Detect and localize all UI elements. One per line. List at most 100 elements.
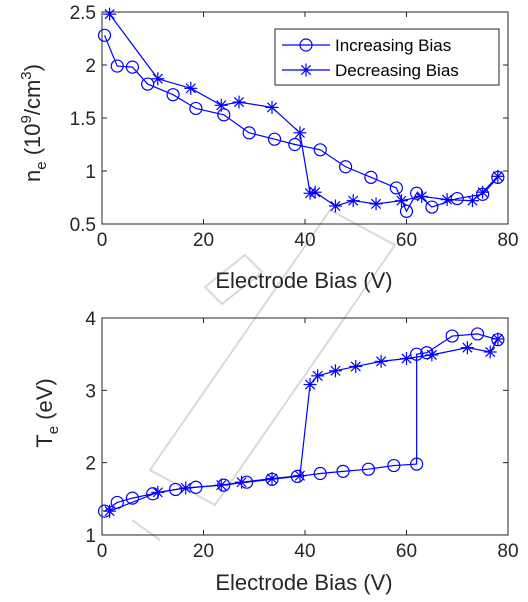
density-y-tick-label: 2: [85, 56, 96, 77]
density-point-decreasing: [476, 185, 490, 199]
temperature-point-increasing: [420, 346, 434, 360]
legend-marker-star: [299, 63, 313, 77]
density-point-decreasing: [265, 100, 279, 114]
legend: Increasing Bias Decreasing Bias: [274, 28, 500, 86]
density-point-decreasing: [151, 72, 165, 86]
temperature-point-increasing: [387, 458, 401, 473]
temperature-point-decreasing: [425, 348, 439, 362]
temperature-x-tick-label: 0: [97, 541, 108, 562]
temperature-x-tick-label: 80: [497, 541, 518, 562]
density-x-tick-label: 40: [294, 230, 315, 251]
temperature-point-increasing: [168, 482, 183, 497]
temperature-point-decreasing: [265, 472, 279, 486]
temperature-point-decreasing: [328, 364, 342, 378]
temperature-point-decreasing: [235, 475, 249, 489]
temperature-line-decreasing: [109, 338, 499, 512]
temperature-point-decreasing: [214, 478, 228, 492]
temperature-point-increasing: [410, 457, 424, 471]
density-point-decreasing: [293, 126, 307, 140]
density-point-increasing: [189, 101, 203, 116]
temperature-point-decreasing: [311, 369, 325, 383]
temperature-point-increasing: [336, 464, 350, 478]
density-y-tick-label: 1.5: [70, 109, 96, 130]
temperature-point-decreasing: [151, 485, 165, 499]
temperature-point-increasing: [313, 466, 327, 481]
legend-star-glyph: [299, 63, 313, 77]
density-point-decreasing: [232, 95, 246, 109]
density-x-tick-label: 20: [193, 230, 214, 251]
density-point-decreasing: [103, 7, 117, 21]
density-point-increasing: [450, 191, 464, 206]
temperature-point-decreasing: [460, 341, 474, 355]
temperature-point-increasing: [445, 329, 459, 343]
density-point-decreasing: [346, 194, 360, 208]
temperature-point-decreasing: [374, 354, 388, 368]
temperature-x-tick-label: 60: [396, 541, 417, 562]
density-point-increasing: [399, 204, 414, 218]
density-point-increasing: [217, 108, 231, 122]
temperature-y-tick-label: 2: [85, 454, 96, 475]
temperature-point-increasing: [470, 327, 485, 341]
density-point-increasing: [410, 186, 424, 200]
density-point-increasing: [364, 170, 378, 184]
temperature-point-decreasing: [303, 378, 317, 392]
temperature-y-tick-label: 1: [85, 526, 96, 547]
density-y-tick-label: 0.5: [70, 215, 96, 236]
temperature-point-decreasing: [491, 332, 505, 346]
temperature-point-increasing: [361, 462, 376, 476]
density-x-tick-label: 80: [497, 230, 518, 251]
density-point-increasing: [125, 60, 140, 74]
density-point-decreasing: [491, 169, 505, 183]
temperature-plot: 0 20 40 60 80 1 2 3 4 Electrode Bias (V) Te (eV): [32, 309, 519, 595]
density-point-increasing: [425, 200, 439, 214]
density-point-increasing: [141, 77, 155, 91]
density-point-increasing: [242, 126, 256, 140]
density-x-tick-label: 0: [97, 230, 108, 251]
density-point-decreasing: [415, 189, 429, 203]
temperature-point-decreasing: [179, 481, 193, 495]
temperature-point-decreasing: [400, 352, 413, 366]
temperature-point-decreasing: [293, 469, 307, 483]
legend-label-increasing: Increasing Bias: [335, 36, 451, 55]
density-x-axis-label: Electrode Bias (V): [215, 268, 392, 293]
legend-marker-circle: [299, 38, 313, 52]
density-point-increasing: [166, 88, 180, 102]
legend-label-decreasing: Decreasing Bias: [335, 61, 459, 80]
density-y-axis-label: ne (109/cm3): [18, 64, 50, 182]
density-ticks: 0 20 40 60 80 0.5 1 1.5 2 2.5: [70, 3, 519, 251]
density-y-tick-label: 1: [85, 162, 96, 183]
density-point-decreasing: [214, 98, 228, 112]
temperature-x-tick-label: 40: [294, 541, 315, 562]
temperature-point-decreasing: [103, 504, 117, 518]
density-line-increasing: [103, 35, 499, 213]
temperature-y-tick-label: 4: [85, 309, 96, 330]
temperature-point-decreasing: [349, 359, 363, 373]
density-point-decreasing: [465, 194, 479, 208]
density-point-increasing: [313, 143, 327, 157]
density-plot: 0 20 40 60 800.511.522.5 Electrode Bias (V) …: [18, 3, 519, 293]
density-point-decreasing: [328, 199, 342, 213]
density-point-decreasing: [440, 193, 454, 207]
density-point-increasing: [97, 28, 112, 42]
density-series: [97, 7, 505, 218]
temperature-point-decreasing: [483, 345, 497, 359]
density-y-tick-label: 2.5: [70, 3, 96, 24]
temperature-y-tick-label: 3: [85, 381, 96, 402]
density-x-tick-label: 60: [396, 230, 417, 251]
density-point-increasing: [389, 181, 403, 195]
temperature-ticks: 0 20 40 60 80 1 2 3 4: [85, 309, 518, 562]
density-point-decreasing: [369, 197, 383, 211]
density-point-decreasing: [308, 185, 322, 199]
density-point-increasing: [339, 160, 353, 174]
density-point-decreasing: [184, 81, 198, 95]
density-point-increasing: [267, 132, 282, 146]
density-point-decreasing: [394, 194, 408, 208]
density-point-increasing: [110, 59, 124, 73]
legend-box: [274, 28, 500, 86]
temperature-y-axis-label: Te (eV): [32, 378, 62, 447]
temperature-x-axis-label: Electrode Bias (V): [215, 570, 392, 595]
temperature-x-tick-label: 20: [193, 541, 214, 562]
density-point-increasing: [288, 137, 302, 152]
temperature-point-increasing: [125, 491, 140, 505]
